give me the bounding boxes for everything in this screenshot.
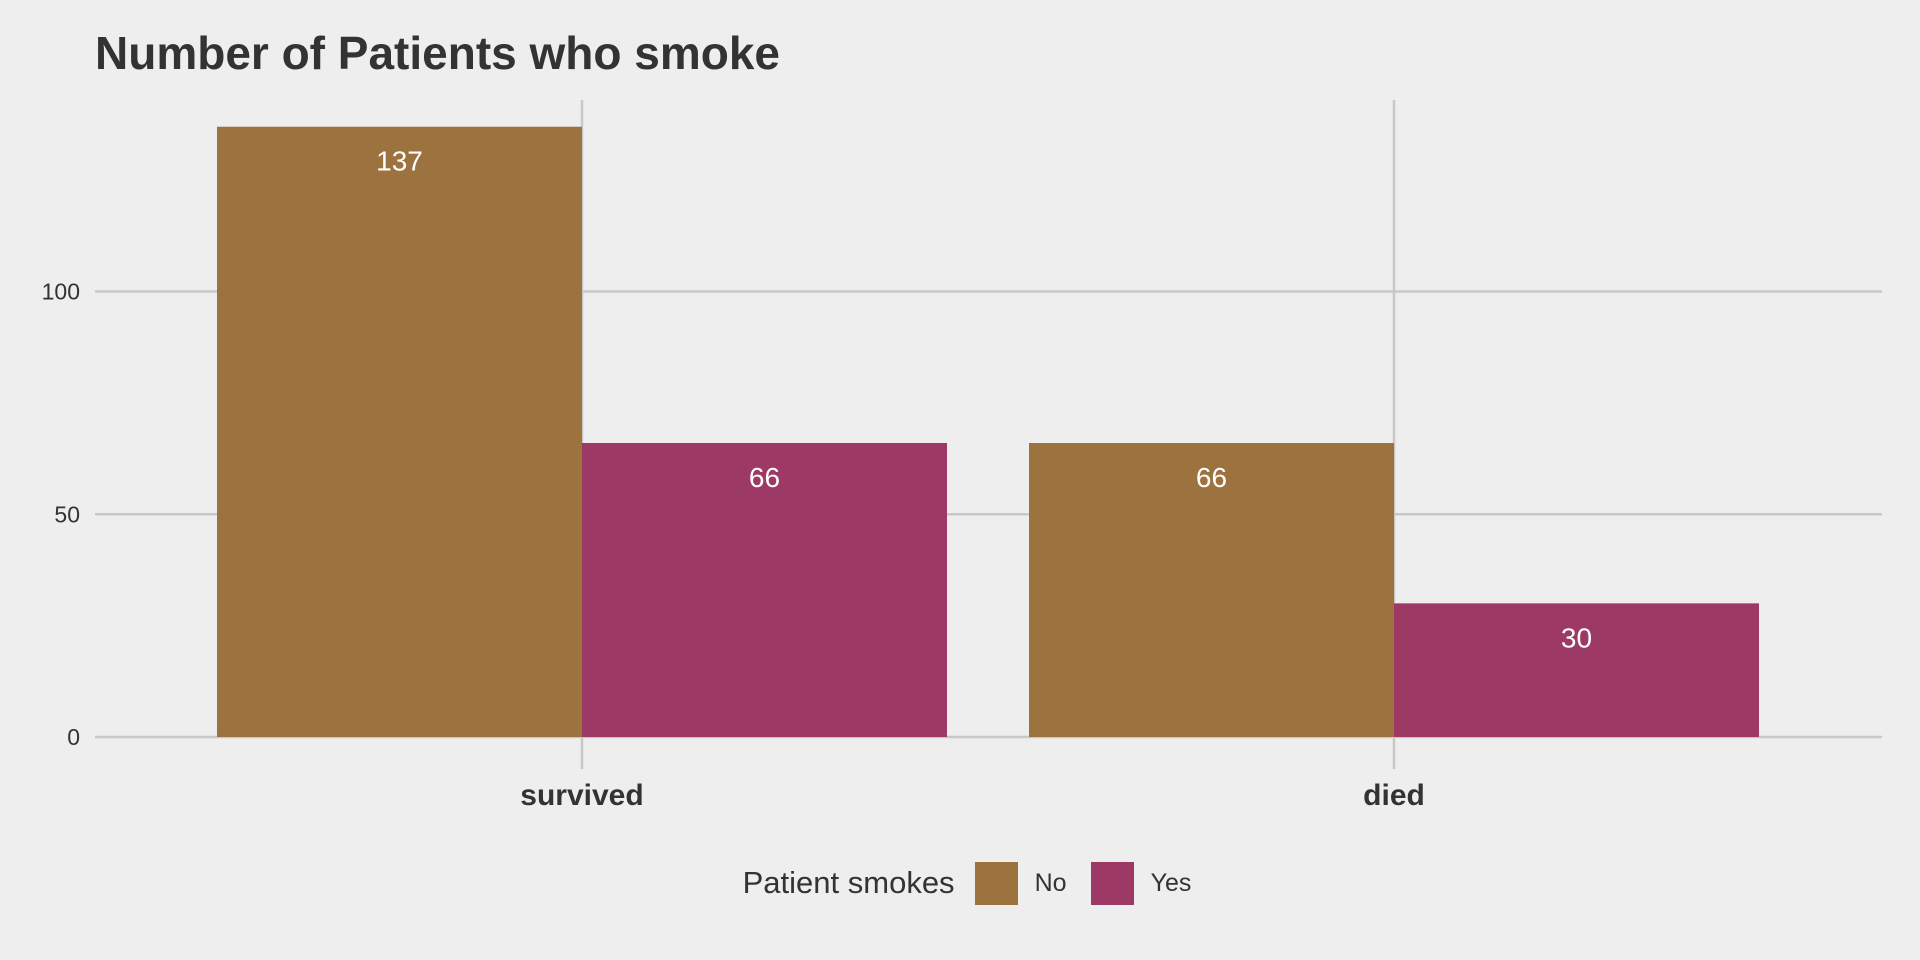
legend-item-yes: Yes	[1090, 861, 1192, 905]
bar-survived-yes	[582, 443, 947, 737]
data-label-survived-yes: 66	[749, 462, 780, 493]
legend-label-yes: Yes	[1150, 868, 1192, 897]
y-tick-label-0: 0	[67, 724, 80, 750]
bar-died-yes	[1394, 603, 1759, 737]
legend-item-no: No	[974, 861, 1075, 905]
data-label-died-yes: 30	[1561, 622, 1592, 653]
legend: Patient smokes No Yes	[0, 860, 1920, 906]
x-tick-label-died: died	[1363, 779, 1425, 812]
chart-title: Number of Patients who smoke	[95, 27, 781, 79]
legend-key-yes	[1090, 861, 1134, 905]
legend-key-no	[974, 861, 1018, 905]
data-label-died-no: 66	[1196, 462, 1227, 493]
y-tick-label-100: 100	[42, 279, 80, 305]
y-tick-label-50: 50	[54, 501, 80, 527]
legend-label-no: No	[1034, 868, 1067, 897]
legend-title: Patient smokes	[742, 865, 955, 900]
x-tick-label-survived: survived	[520, 779, 643, 812]
plot-area: 137 66 survived 66 30 died 0 50 100	[42, 100, 1882, 812]
bar-survived-no	[217, 126, 582, 737]
bar-died-no	[1029, 443, 1394, 737]
data-label-survived-no: 137	[376, 146, 423, 177]
